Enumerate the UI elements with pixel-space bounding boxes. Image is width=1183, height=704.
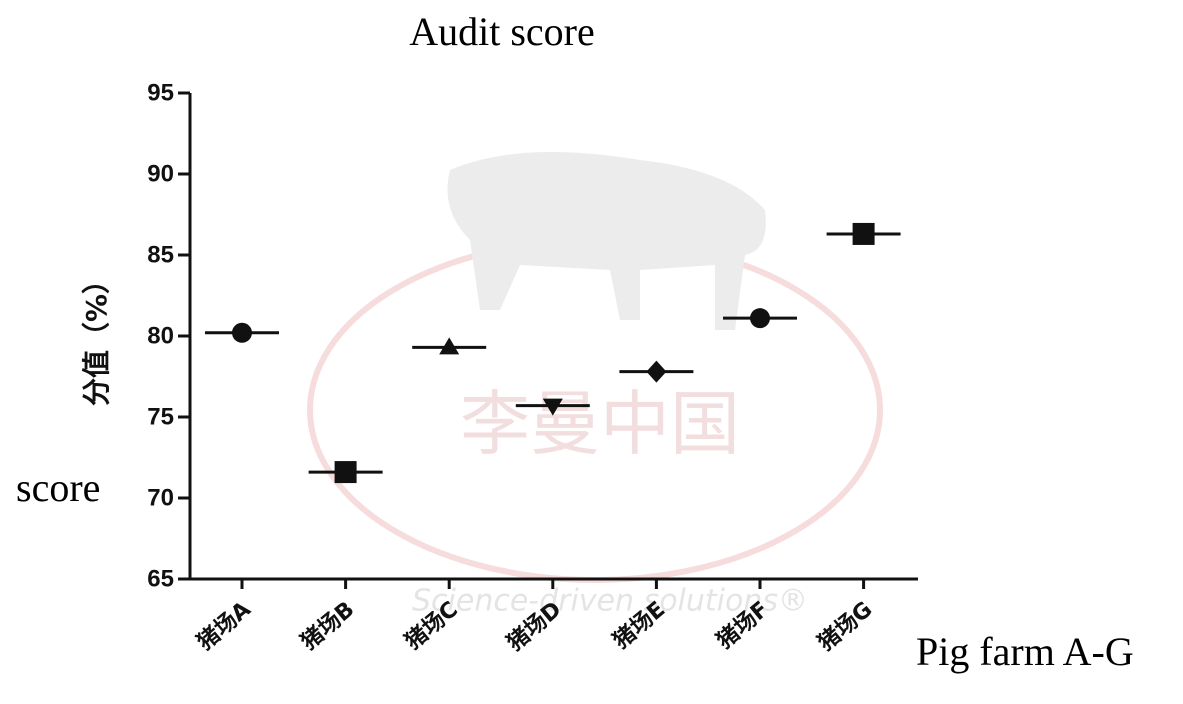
watermark-slogan: Science-driven solutions® <box>412 584 808 619</box>
x-tick-label: 猪场A <box>192 596 255 655</box>
marker <box>646 360 667 383</box>
marker <box>542 398 563 416</box>
y-tick-label: 70 <box>147 484 174 511</box>
y-tick-label: 65 <box>147 565 174 592</box>
y-tick-label: 95 <box>147 79 174 106</box>
marker <box>852 222 875 245</box>
y-tick-label: 85 <box>147 241 174 268</box>
y-tick-label: 80 <box>147 322 174 349</box>
marker <box>232 322 252 343</box>
y-tick-label: 75 <box>147 403 174 430</box>
watermark-text: 李曼中国 <box>460 383 740 465</box>
marker <box>439 337 460 355</box>
watermark-pig <box>447 152 766 330</box>
marker <box>334 461 357 484</box>
chart-title: Audit score <box>409 9 595 54</box>
x-axis-label: Pig farm A-G <box>916 629 1134 674</box>
marker <box>750 308 770 329</box>
y-tick-label: 90 <box>147 160 174 187</box>
y-axis-label: 分值（%） <box>80 266 113 406</box>
x-tick-label: 猪场G <box>813 596 877 656</box>
x-tick-label: 猪场B <box>296 596 359 655</box>
y-note: score <box>16 465 100 510</box>
